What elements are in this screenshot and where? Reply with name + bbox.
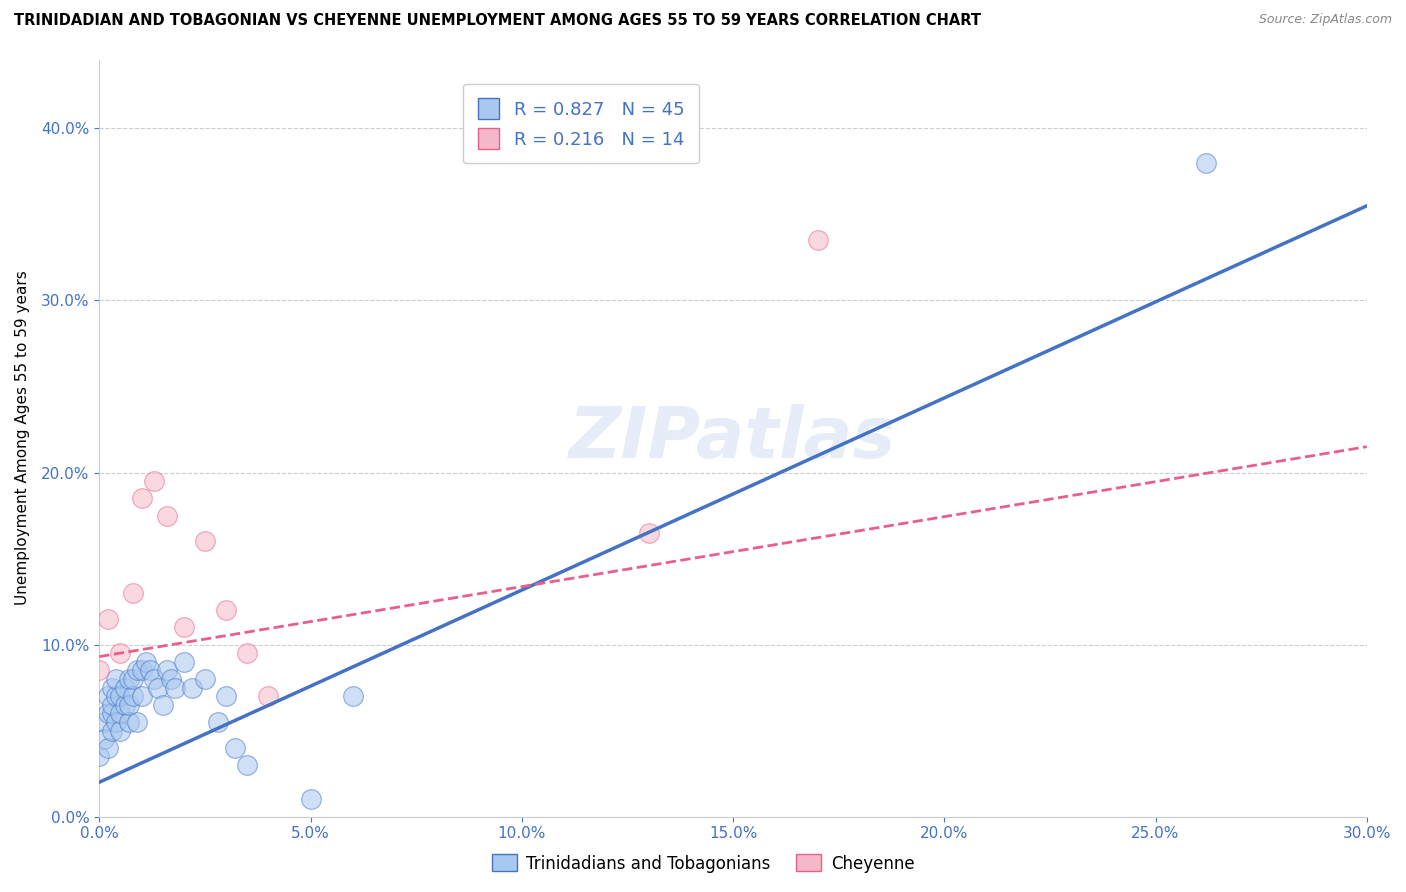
Text: TRINIDADIAN AND TOBAGONIAN VS CHEYENNE UNEMPLOYMENT AMONG AGES 55 TO 59 YEARS CO: TRINIDADIAN AND TOBAGONIAN VS CHEYENNE U… bbox=[14, 13, 981, 29]
Point bbox=[257, 689, 280, 703]
Point bbox=[156, 664, 179, 678]
Point bbox=[152, 698, 174, 712]
Point bbox=[110, 689, 132, 703]
Point bbox=[148, 681, 170, 695]
Point bbox=[143, 474, 166, 488]
Point bbox=[122, 586, 145, 600]
Point bbox=[160, 672, 183, 686]
Point bbox=[224, 740, 246, 755]
Point bbox=[122, 689, 145, 703]
Point bbox=[173, 655, 195, 669]
Point bbox=[806, 233, 828, 247]
Point bbox=[101, 723, 124, 738]
Legend: R = 0.827   N = 45, R = 0.216   N = 14: R = 0.827 N = 45, R = 0.216 N = 14 bbox=[463, 84, 699, 163]
Legend: Trinidadians and Tobagonians, Cheyenne: Trinidadians and Tobagonians, Cheyenne bbox=[485, 847, 921, 880]
Point bbox=[97, 706, 120, 721]
Point bbox=[139, 664, 162, 678]
Point bbox=[110, 706, 132, 721]
Point bbox=[97, 689, 120, 703]
Point bbox=[127, 664, 149, 678]
Point bbox=[131, 491, 153, 506]
Y-axis label: Unemployment Among Ages 55 to 59 years: Unemployment Among Ages 55 to 59 years bbox=[15, 271, 30, 606]
Text: ZIPatlas: ZIPatlas bbox=[569, 403, 897, 473]
Point bbox=[194, 534, 217, 549]
Point bbox=[114, 681, 136, 695]
Point bbox=[118, 698, 141, 712]
Point bbox=[236, 646, 259, 660]
Point bbox=[194, 672, 217, 686]
Point bbox=[637, 525, 659, 540]
Point bbox=[127, 714, 149, 729]
Point bbox=[156, 508, 179, 523]
Point bbox=[207, 714, 229, 729]
Point bbox=[105, 672, 128, 686]
Point bbox=[101, 698, 124, 712]
Point bbox=[101, 706, 124, 721]
Point bbox=[143, 672, 166, 686]
Point bbox=[93, 714, 115, 729]
Point bbox=[118, 672, 141, 686]
Point bbox=[97, 740, 120, 755]
Point bbox=[105, 714, 128, 729]
Point bbox=[122, 672, 145, 686]
Point bbox=[105, 689, 128, 703]
Point bbox=[101, 681, 124, 695]
Point bbox=[299, 792, 322, 806]
Point bbox=[165, 681, 187, 695]
Point bbox=[1195, 156, 1218, 170]
Point bbox=[93, 732, 115, 747]
Point bbox=[114, 698, 136, 712]
Point bbox=[118, 714, 141, 729]
Point bbox=[89, 664, 111, 678]
Point bbox=[97, 612, 120, 626]
Point bbox=[131, 689, 153, 703]
Point bbox=[173, 620, 195, 634]
Point bbox=[215, 603, 238, 617]
Point bbox=[215, 689, 238, 703]
Text: Source: ZipAtlas.com: Source: ZipAtlas.com bbox=[1258, 13, 1392, 27]
Point bbox=[342, 689, 364, 703]
Point bbox=[110, 723, 132, 738]
Point bbox=[131, 664, 153, 678]
Point bbox=[89, 749, 111, 764]
Point bbox=[135, 655, 157, 669]
Point bbox=[236, 758, 259, 772]
Point bbox=[181, 681, 204, 695]
Point bbox=[110, 646, 132, 660]
